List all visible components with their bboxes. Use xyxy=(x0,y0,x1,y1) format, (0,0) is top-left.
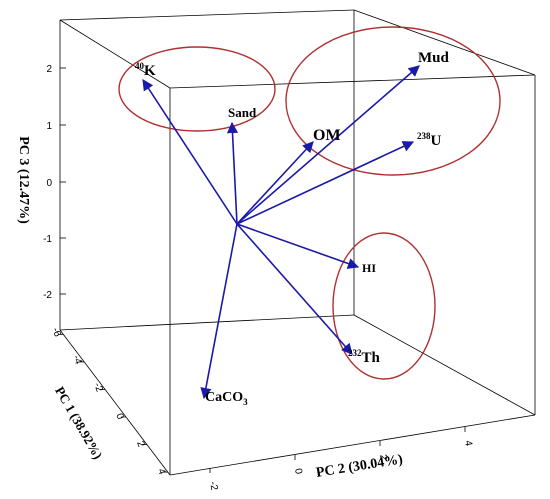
box-edge xyxy=(353,9,536,76)
label-hi: HI xyxy=(362,261,376,275)
vector-hi xyxy=(236,223,360,269)
box-edge xyxy=(169,414,536,476)
pc3-tick-label: 2 xyxy=(46,64,52,75)
pc1-tick-label: 0 xyxy=(113,412,125,421)
vector-th232 xyxy=(236,223,353,355)
pc1-tick-label: -4 xyxy=(70,354,84,367)
box-edge xyxy=(169,74,536,89)
pc1-tick-label: -6 xyxy=(49,326,63,339)
vector-u238 xyxy=(236,141,415,225)
pc1-tick-label: 4 xyxy=(155,467,167,476)
pc3-tick-label: -2 xyxy=(43,290,52,301)
pc1-tick-label: 2 xyxy=(134,440,146,449)
box-edge xyxy=(353,314,536,416)
label-sand: Sand xyxy=(228,105,257,120)
pc3-tick-label: 0 xyxy=(46,178,52,189)
pc2-tick-label: 2 xyxy=(377,454,389,462)
vector-caco3 xyxy=(200,223,238,400)
box-edge xyxy=(59,9,355,21)
loading-vectors xyxy=(142,65,420,400)
box-edge xyxy=(59,314,355,331)
vector-om xyxy=(236,141,314,225)
vector-sand xyxy=(226,121,239,225)
pc1-tick-label: -2 xyxy=(91,381,105,394)
vector-labels: 40K Sand OM Mud 238U HI 232Th CaCO3 xyxy=(135,50,450,407)
box-edge xyxy=(59,19,171,89)
pc2-tick-label: 4 xyxy=(462,440,474,448)
pc2-axis-ticks: -2 0 2 4 xyxy=(207,427,474,492)
vector-k40 xyxy=(142,79,238,225)
vector-mud xyxy=(236,65,420,225)
label-om: OM xyxy=(313,127,341,144)
group-ellipse-hi-th xyxy=(332,232,436,380)
box-edge xyxy=(59,329,171,476)
label-mud: Mud xyxy=(418,50,450,66)
pc2-axis-title: PC 2 (30.04%) xyxy=(315,452,404,481)
pc2-tick-label: -2 xyxy=(207,481,219,492)
label-th232: 232Th xyxy=(348,348,381,366)
pc2-tick-label: 0 xyxy=(292,468,304,476)
label-caco3: CaCO3 xyxy=(205,390,248,407)
label-k40: 40K xyxy=(135,61,156,79)
pc3-tick-label: 1 xyxy=(46,121,52,132)
group-ellipse-mud-om-u xyxy=(285,26,501,176)
label-u238: 238U xyxy=(417,131,442,149)
pc1-axis-ticks: -6 -4 -2 0 2 4 xyxy=(49,326,168,477)
plot-box xyxy=(59,9,536,476)
pc3-axis-ticks: 2 1 0 -1 -2 xyxy=(43,64,66,301)
pc3-axis-title: PC 3 (12.47%) xyxy=(16,136,31,224)
pc3-tick-label: -1 xyxy=(43,234,52,245)
group-ellipse-k-sand xyxy=(118,46,276,132)
pc1-axis-title: PC 1 (38.92%) xyxy=(52,384,106,462)
